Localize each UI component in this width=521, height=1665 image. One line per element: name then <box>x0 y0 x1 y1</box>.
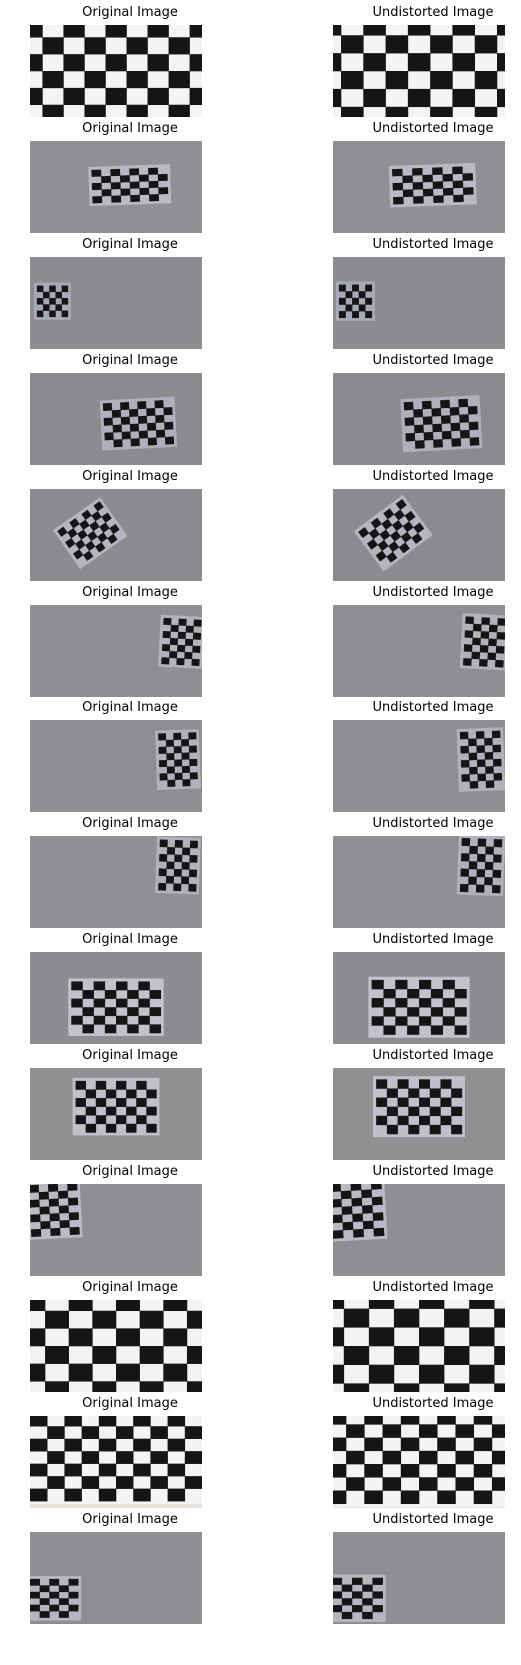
undistorted-image-panel: Undistorted Image <box>333 930 521 1045</box>
original-image-title: Original Image <box>82 1048 178 1064</box>
image-pair-row: Original Image Undistorted Image <box>0 1162 521 1277</box>
original-image-panel: Original Image <box>30 1278 230 1393</box>
undistorted-checkerboard-photo <box>333 256 505 349</box>
original-checkerboard-photo <box>30 140 202 233</box>
original-image-title: Original Image <box>82 816 178 832</box>
original-checkerboard-photo <box>30 1068 202 1161</box>
image-pair-row: Original Image Undistorted Image <box>0 814 521 929</box>
original-image-panel: Original Image <box>30 814 230 929</box>
undistorted-image-panel: Undistorted Image <box>333 1046 521 1161</box>
original-image-title: Original Image <box>82 700 178 716</box>
original-checkerboard-photo <box>30 1415 202 1508</box>
undistorted-image-panel: Undistorted Image <box>333 119 521 234</box>
original-checkerboard-photo <box>30 720 202 813</box>
undistorted-checkerboard-photo <box>333 1299 505 1392</box>
undistorted-image-panel: Undistorted Image <box>333 1162 521 1277</box>
original-image-panel: Original Image <box>30 3 230 118</box>
undistorted-image-title: Undistorted Image <box>372 1511 494 1527</box>
undistorted-checkerboard-photo <box>333 488 505 581</box>
image-pair-row: Original Image Undistorted Image <box>0 467 521 582</box>
original-checkerboard-photo <box>30 25 202 117</box>
original-checkerboard-photo <box>30 256 202 349</box>
original-image-panel: Original Image <box>30 698 230 813</box>
original-checkerboard-photo <box>30 604 202 697</box>
original-image-panel: Original Image <box>30 235 230 350</box>
undistorted-image-title: Undistorted Image <box>372 236 494 252</box>
original-image-panel: Original Image <box>30 1394 230 1509</box>
undistorted-checkerboard-photo <box>333 25 505 117</box>
undistorted-image-title: Undistorted Image <box>372 5 494 20</box>
original-checkerboard-photo <box>30 1531 202 1624</box>
original-checkerboard-photo <box>30 372 202 465</box>
image-pair-row: Original Image Undistorted Image <box>0 1510 521 1625</box>
image-pair-row: Original Image Undistorted Image <box>0 1046 521 1161</box>
image-pair-row: Original Image Undistorted Image <box>0 351 521 466</box>
undistorted-checkerboard-photo <box>333 604 505 697</box>
undistorted-image-panel: Undistorted Image <box>333 1394 521 1509</box>
undistorted-checkerboard-photo <box>333 720 505 813</box>
undistorted-checkerboard-photo <box>333 836 505 929</box>
undistorted-image-panel: Undistorted Image <box>333 235 521 350</box>
undistorted-image-title: Undistorted Image <box>372 816 494 832</box>
original-image-title: Original Image <box>82 352 178 368</box>
image-pair-row: Original Image Undistorted Image <box>0 3 521 118</box>
undistorted-image-title: Undistorted Image <box>372 468 494 484</box>
undistorted-checkerboard-photo <box>333 1415 505 1508</box>
original-image-panel: Original Image <box>30 583 230 698</box>
original-image-panel: Original Image <box>30 1046 230 1161</box>
original-image-title: Original Image <box>82 584 178 600</box>
undistorted-image-title: Undistorted Image <box>372 1395 494 1411</box>
undistorted-image-title: Undistorted Image <box>372 700 494 716</box>
original-image-title: Original Image <box>82 120 178 136</box>
undistorted-image-title: Undistorted Image <box>372 352 494 368</box>
undistorted-image-title: Undistorted Image <box>372 1164 494 1179</box>
original-checkerboard-photo <box>30 1184 202 1276</box>
undistorted-image-title: Undistorted Image <box>372 120 494 136</box>
undistorted-image-panel: Undistorted Image <box>333 1510 521 1625</box>
original-image-panel: Original Image <box>30 930 230 1045</box>
original-image-title: Original Image <box>82 468 178 484</box>
original-image-title: Original Image <box>82 932 178 948</box>
original-image-panel: Original Image <box>30 119 230 234</box>
undistorted-image-panel: Undistorted Image <box>333 351 521 466</box>
original-image-title: Original Image <box>82 236 178 252</box>
undistorted-checkerboard-photo <box>333 372 505 465</box>
original-image-panel: Original Image <box>30 1162 230 1277</box>
undistorted-image-panel: Undistorted Image <box>333 3 521 118</box>
undistorted-image-title: Undistorted Image <box>372 584 494 600</box>
undistorted-image-title: Undistorted Image <box>372 1279 494 1295</box>
image-pair-row: Original Image Undistorted Image <box>0 930 521 1045</box>
original-image-title: Original Image <box>82 1395 178 1411</box>
image-pair-row: Original Image Undistorted Image <box>0 119 521 234</box>
original-image-panel: Original Image <box>30 467 230 582</box>
original-checkerboard-photo <box>30 1299 202 1392</box>
undistorted-image-panel: Undistorted Image <box>333 814 521 929</box>
original-image-title: Original Image <box>82 5 178 20</box>
undistorted-checkerboard-photo <box>333 1184 505 1276</box>
original-image-title: Original Image <box>82 1511 178 1527</box>
original-checkerboard-photo <box>30 488 202 581</box>
undistorted-image-panel: Undistorted Image <box>333 698 521 813</box>
original-image-panel: Original Image <box>30 351 230 466</box>
image-pair-row: Original Image Undistorted Image <box>0 698 521 813</box>
undistorted-image-panel: Undistorted Image <box>333 583 521 698</box>
image-pair-row: Original Image Undistorted Image <box>0 1394 521 1509</box>
undistorted-image-panel: Undistorted Image <box>333 467 521 582</box>
original-image-panel: Original Image <box>30 1510 230 1625</box>
original-image-title: Original Image <box>82 1164 178 1179</box>
original-image-title: Original Image <box>82 1279 178 1295</box>
original-checkerboard-photo <box>30 836 202 929</box>
image-pair-row: Original Image Undistorted Image <box>0 1278 521 1393</box>
undistorted-checkerboard-photo <box>333 952 505 1045</box>
undistorted-checkerboard-photo <box>333 1531 505 1624</box>
original-checkerboard-photo <box>30 952 202 1045</box>
undistorted-image-title: Undistorted Image <box>372 1048 494 1064</box>
undistorted-checkerboard-photo <box>333 1068 505 1161</box>
undistorted-image-panel: Undistorted Image <box>333 1278 521 1393</box>
undistorted-checkerboard-photo <box>333 140 505 233</box>
undistorted-image-title: Undistorted Image <box>372 932 494 948</box>
image-pair-row: Original Image Undistorted Image <box>0 235 521 350</box>
image-pair-row: Original Image Undistorted Image <box>0 583 521 698</box>
